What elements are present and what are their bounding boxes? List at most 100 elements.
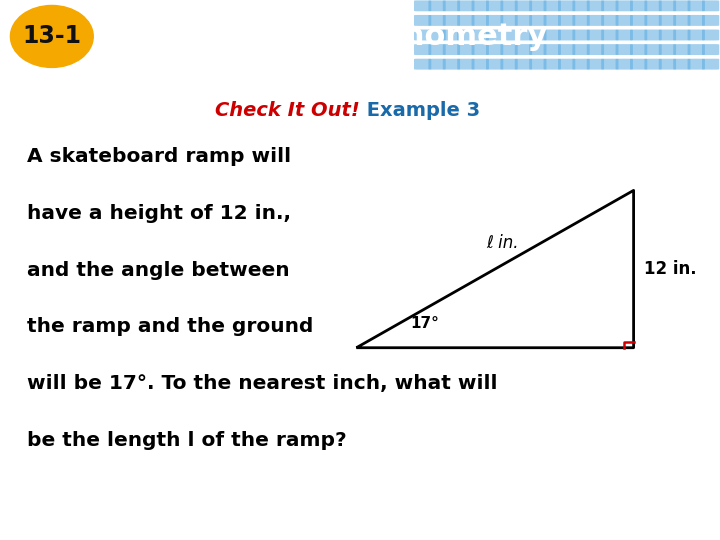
FancyBboxPatch shape <box>558 15 575 26</box>
FancyBboxPatch shape <box>644 44 662 55</box>
FancyBboxPatch shape <box>544 44 561 55</box>
FancyBboxPatch shape <box>414 44 431 55</box>
FancyBboxPatch shape <box>644 59 662 70</box>
FancyBboxPatch shape <box>601 44 618 55</box>
FancyBboxPatch shape <box>587 1 604 11</box>
Text: and the angle between: and the angle between <box>27 261 290 280</box>
FancyBboxPatch shape <box>659 44 676 55</box>
FancyBboxPatch shape <box>544 1 561 11</box>
FancyBboxPatch shape <box>601 30 618 40</box>
FancyBboxPatch shape <box>529 59 546 70</box>
FancyBboxPatch shape <box>443 44 460 55</box>
FancyBboxPatch shape <box>457 1 474 11</box>
FancyBboxPatch shape <box>472 15 489 26</box>
FancyBboxPatch shape <box>486 59 503 70</box>
FancyBboxPatch shape <box>688 44 705 55</box>
FancyBboxPatch shape <box>472 1 489 11</box>
FancyBboxPatch shape <box>572 44 590 55</box>
FancyBboxPatch shape <box>529 44 546 55</box>
FancyBboxPatch shape <box>702 1 719 11</box>
FancyBboxPatch shape <box>659 1 676 11</box>
FancyBboxPatch shape <box>587 59 604 70</box>
FancyBboxPatch shape <box>529 30 546 40</box>
FancyBboxPatch shape <box>472 30 489 40</box>
FancyBboxPatch shape <box>702 15 719 26</box>
Text: 17°: 17° <box>410 316 439 331</box>
Text: will be 17°. To the nearest inch, what will: will be 17°. To the nearest inch, what w… <box>27 374 498 393</box>
FancyBboxPatch shape <box>644 30 662 40</box>
FancyBboxPatch shape <box>702 44 719 55</box>
FancyBboxPatch shape <box>515 44 532 55</box>
FancyBboxPatch shape <box>414 15 431 26</box>
FancyBboxPatch shape <box>500 15 518 26</box>
Text: ℓ in.: ℓ in. <box>486 234 518 252</box>
FancyBboxPatch shape <box>428 59 446 70</box>
FancyBboxPatch shape <box>500 44 518 55</box>
Text: have a height of 12 in.,: have a height of 12 in., <box>27 204 292 223</box>
FancyBboxPatch shape <box>414 30 431 40</box>
FancyBboxPatch shape <box>572 1 590 11</box>
Text: be the length l of the ramp?: be the length l of the ramp? <box>27 430 347 449</box>
FancyBboxPatch shape <box>659 30 676 40</box>
FancyBboxPatch shape <box>457 30 474 40</box>
FancyBboxPatch shape <box>500 1 518 11</box>
FancyBboxPatch shape <box>443 30 460 40</box>
FancyBboxPatch shape <box>457 15 474 26</box>
FancyBboxPatch shape <box>702 30 719 40</box>
FancyBboxPatch shape <box>428 15 446 26</box>
Text: A skateboard ramp will: A skateboard ramp will <box>27 147 292 166</box>
FancyBboxPatch shape <box>544 59 561 70</box>
FancyBboxPatch shape <box>587 44 604 55</box>
FancyBboxPatch shape <box>486 15 503 26</box>
FancyBboxPatch shape <box>601 59 618 70</box>
Text: Example 3: Example 3 <box>360 101 480 120</box>
FancyBboxPatch shape <box>558 1 575 11</box>
FancyBboxPatch shape <box>515 15 532 26</box>
FancyBboxPatch shape <box>558 59 575 70</box>
FancyBboxPatch shape <box>587 15 604 26</box>
Text: Holt Algebra 2: Holt Algebra 2 <box>16 509 116 523</box>
FancyBboxPatch shape <box>428 1 446 11</box>
FancyBboxPatch shape <box>688 59 705 70</box>
FancyBboxPatch shape <box>644 15 662 26</box>
Text: 13-1: 13-1 <box>22 24 81 49</box>
FancyBboxPatch shape <box>616 59 633 70</box>
FancyBboxPatch shape <box>630 1 647 11</box>
FancyBboxPatch shape <box>572 30 590 40</box>
FancyBboxPatch shape <box>616 15 633 26</box>
FancyBboxPatch shape <box>443 1 460 11</box>
FancyBboxPatch shape <box>673 30 690 40</box>
FancyBboxPatch shape <box>572 15 590 26</box>
FancyBboxPatch shape <box>544 15 561 26</box>
Text: Copyright © by Holt, Rinehart and Winston. All Rights Reserved.: Copyright © by Holt, Rinehart and Winsto… <box>323 510 704 523</box>
FancyBboxPatch shape <box>673 44 690 55</box>
FancyBboxPatch shape <box>630 15 647 26</box>
FancyBboxPatch shape <box>515 1 532 11</box>
FancyBboxPatch shape <box>673 59 690 70</box>
FancyBboxPatch shape <box>630 44 647 55</box>
FancyBboxPatch shape <box>457 59 474 70</box>
FancyBboxPatch shape <box>688 15 705 26</box>
FancyBboxPatch shape <box>414 1 431 11</box>
FancyBboxPatch shape <box>486 30 503 40</box>
FancyBboxPatch shape <box>688 1 705 11</box>
FancyBboxPatch shape <box>457 44 474 55</box>
FancyBboxPatch shape <box>616 30 633 40</box>
FancyBboxPatch shape <box>558 30 575 40</box>
Ellipse shape <box>10 5 94 68</box>
FancyBboxPatch shape <box>515 30 532 40</box>
FancyBboxPatch shape <box>630 30 647 40</box>
FancyBboxPatch shape <box>673 1 690 11</box>
FancyBboxPatch shape <box>443 15 460 26</box>
FancyBboxPatch shape <box>443 59 460 70</box>
FancyBboxPatch shape <box>500 59 518 70</box>
FancyBboxPatch shape <box>616 1 633 11</box>
Text: 12 in.: 12 in. <box>644 260 697 278</box>
Text: Right-Angle Trigonometry: Right-Angle Trigonometry <box>104 22 548 51</box>
FancyBboxPatch shape <box>428 44 446 55</box>
FancyBboxPatch shape <box>472 44 489 55</box>
FancyBboxPatch shape <box>601 1 618 11</box>
Text: the ramp and the ground: the ramp and the ground <box>27 317 314 336</box>
FancyBboxPatch shape <box>630 59 647 70</box>
FancyBboxPatch shape <box>529 15 546 26</box>
